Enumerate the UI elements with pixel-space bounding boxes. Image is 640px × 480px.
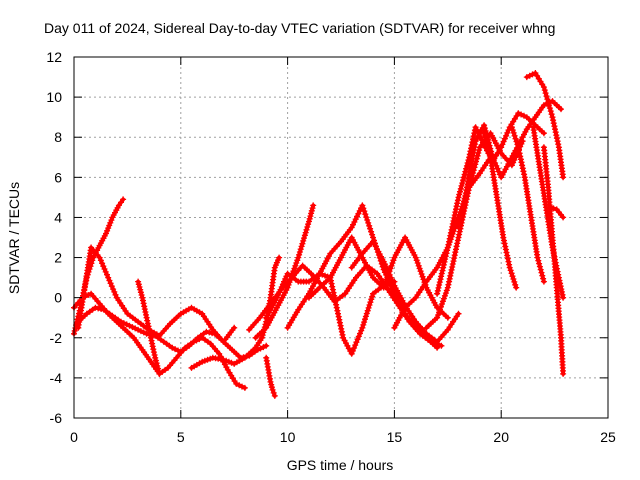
x-tick-label: 25 (600, 429, 616, 445)
plus-markers (455, 98, 564, 231)
plus-markers (263, 354, 278, 399)
plus-markers (284, 202, 441, 351)
data-marks (71, 70, 567, 399)
plus-markers (547, 204, 567, 221)
y-tick-label: 4 (54, 209, 62, 225)
y-tick-label: 2 (54, 250, 62, 266)
x-tick-label: 20 (493, 429, 509, 445)
y-tick-label: 6 (54, 169, 62, 185)
y-tick-label: -6 (50, 410, 63, 426)
y-tick-label: 10 (46, 89, 62, 105)
series-arc-4 (75, 304, 270, 361)
series-arc-23 (547, 204, 567, 221)
plot-frame (73, 56, 609, 419)
axis-ticks: 0 5 10 15 20 25 -6 -4 -2 0 2 4 6 8 10 12 (46, 49, 616, 445)
series-arc-11 (284, 202, 441, 351)
series-arc-2 (75, 244, 238, 345)
chart-title: Day 011 of 2024, Sidereal Day-to-day VTE… (44, 20, 555, 36)
series-arc-7 (263, 354, 278, 399)
plus-markers (481, 130, 520, 291)
series-arc-20 (523, 70, 567, 181)
plus-markers (135, 278, 163, 377)
series-arc-5 (135, 278, 163, 377)
plus-markers (523, 70, 567, 181)
y-tick-label: 12 (46, 49, 62, 65)
y-tick-label: 8 (54, 129, 62, 145)
series-arc-22 (540, 144, 567, 377)
y-tick-label: 0 (54, 290, 62, 306)
plus-markers (508, 124, 547, 285)
series-arc-19 (508, 124, 547, 285)
y-tick-label: -2 (50, 330, 63, 346)
series-arc-18 (481, 130, 520, 291)
plus-markers (348, 238, 462, 345)
plus-markers (540, 144, 567, 377)
x-tick-label: 0 (70, 429, 78, 445)
plus-markers (75, 304, 270, 361)
x-axis-label: GPS time / hours (287, 457, 394, 473)
series-arc-17 (455, 98, 564, 231)
y-tick-label: -4 (50, 370, 63, 386)
plus-markers (75, 244, 238, 345)
y-axis-label: SDTVAR / TECUs (6, 182, 22, 294)
x-tick-label: 10 (280, 429, 296, 445)
x-tick-label: 15 (387, 429, 403, 445)
x-tick-label: 5 (177, 429, 185, 445)
